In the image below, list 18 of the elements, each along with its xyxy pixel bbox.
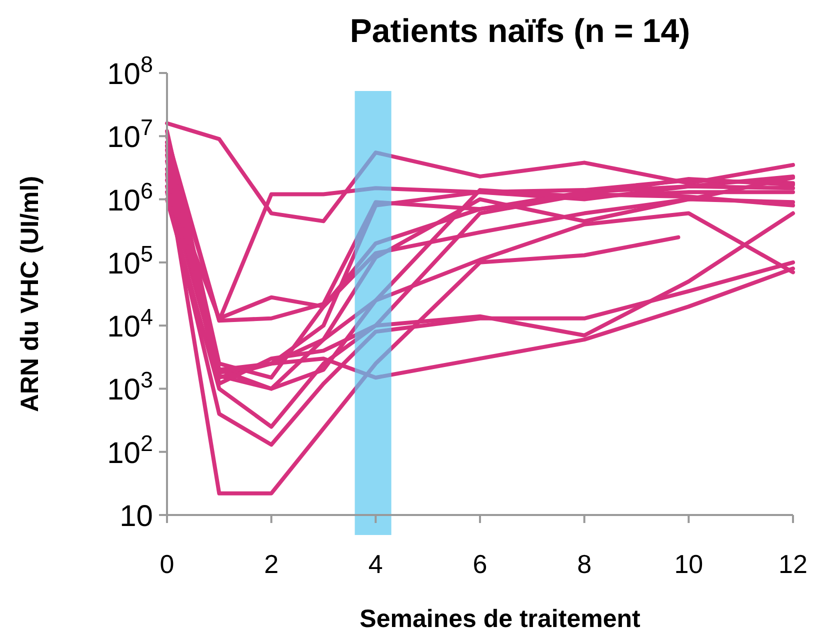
y-tick-label: 10 [120, 500, 153, 533]
y-tick-label: 10$^{8}$ [107, 52, 153, 91]
x-tick-label: 10 [674, 549, 704, 579]
y-tick-label: 10$^{5}$ [107, 240, 153, 280]
y-axis-title: ARN du VHC (UI/ml) [16, 176, 44, 412]
y-tick-label: 10$^{6}$ [107, 178, 153, 218]
y-tick-label: 10$^{3}$ [107, 367, 153, 407]
chart-title: Patients naïfs (n = 14) [350, 12, 690, 49]
x-axis-title: Semaines de traitement [360, 605, 642, 633]
x-tick-label: 4 [368, 549, 383, 579]
x-tick-label: 6 [472, 549, 488, 579]
y-tick-label: 10$^{2}$ [107, 430, 153, 470]
x-tick-label: 0 [160, 549, 174, 579]
y-tick-label: 10$^{7}$ [107, 114, 153, 154]
x-tick-label: 12 [778, 549, 808, 579]
x-tick-label: 2 [264, 549, 279, 579]
x-tick-label: 8 [577, 549, 592, 579]
y-tick-label: 10$^{4}$ [107, 304, 153, 344]
